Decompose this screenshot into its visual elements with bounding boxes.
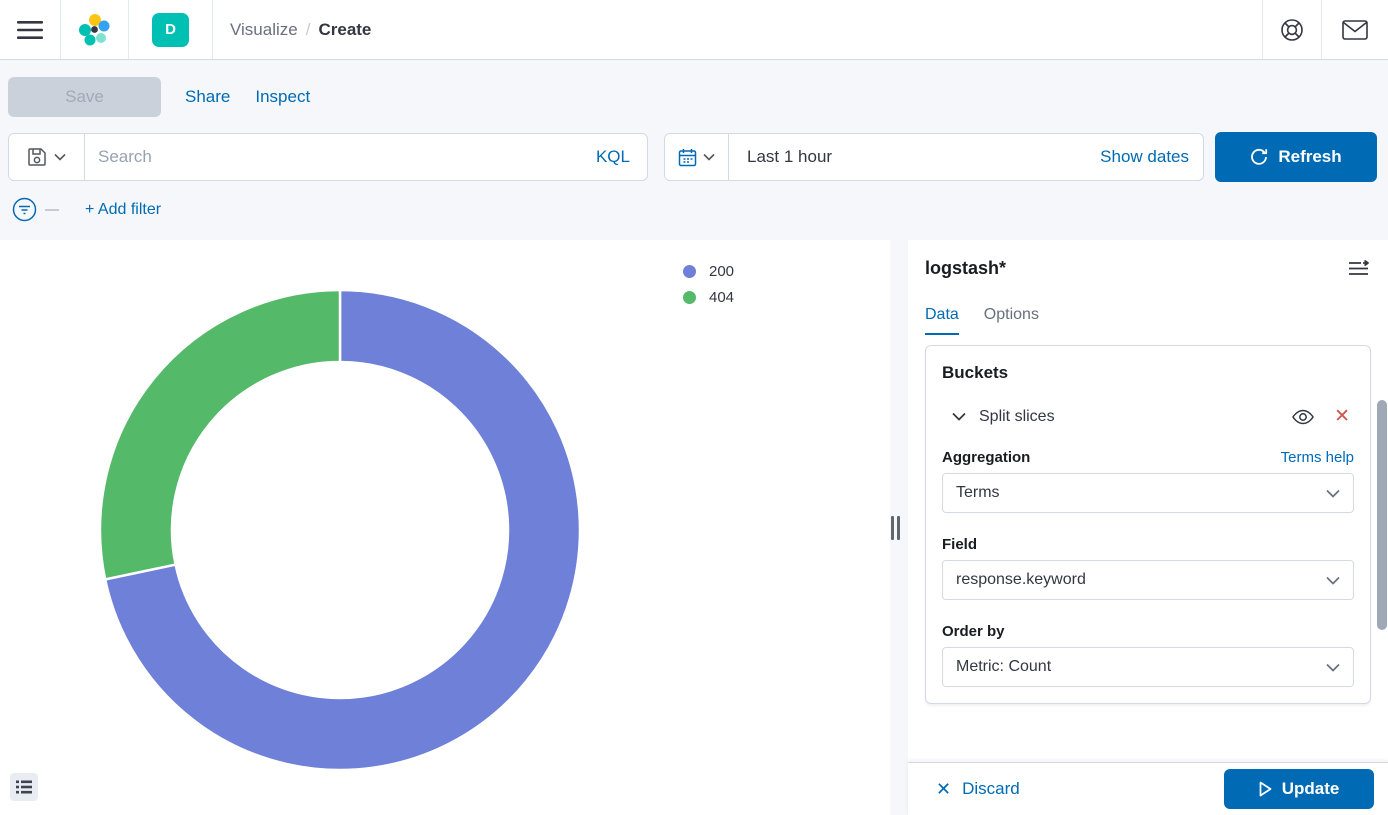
field-value: response.keyword [956,571,1086,588]
legend-item-200[interactable]: 200 [683,263,734,280]
time-range-value[interactable]: Last 1 hour [747,147,833,166]
help-button[interactable] [1263,0,1321,59]
update-button[interactable]: Update [1224,769,1374,809]
order-by-select[interactable]: Metric: Count [942,647,1354,687]
tab-data[interactable]: Data [925,306,959,335]
chevron-down-icon [54,153,66,161]
buckets-title: Buckets [942,363,1009,382]
legend-toggle-button[interactable] [10,773,38,801]
legend-label-404: 404 [709,289,735,306]
query-language-button[interactable]: KQL [595,147,630,166]
remove-bucket-button[interactable]: ✕ [1314,407,1354,426]
panel-resize-handle[interactable] [891,516,903,540]
order-by-label: Order by [942,623,1005,640]
split-slices-label[interactable]: Split slices [979,407,1055,425]
chevron-down-icon [703,153,715,161]
chevron-down-icon [1326,576,1340,585]
split-slices-accordion: Split slices ✕ [942,407,1354,426]
space-avatar[interactable]: D [152,12,189,47]
search-input[interactable] [85,134,579,180]
share-link[interactable]: Share [185,87,231,106]
breadcrumb: Visualize / Create [230,20,371,40]
legend-label-200: 200 [709,263,735,280]
close-icon: ✕ [1334,406,1350,427]
header-divider [1321,0,1322,59]
toggle-visibility-button[interactable] [1292,409,1314,425]
main-content: 200 404 logstash* [0,233,1388,815]
aggregation-value: Terms [956,484,1000,501]
donut-slice-200[interactable] [103,288,582,772]
refresh-label: Refresh [1278,147,1342,166]
sidebar-tabs: Data Options [925,306,1371,335]
app-header: D Visualize / Create [0,0,1388,60]
update-label: Update [1281,779,1340,798]
filter-bar: + Add filter [12,197,161,222]
mail-icon [1342,19,1368,40]
sidebar-action-bar: ✕ Discard Update [908,762,1388,815]
header-divider [1262,0,1263,59]
legend-dot-404 [683,291,696,304]
legend-dot-200 [683,265,696,278]
discard-button[interactable]: ✕ Discard [936,779,1020,799]
terms-help-link[interactable]: Terms help [1280,449,1354,466]
chevron-down-icon [1326,489,1340,498]
refresh-icon [1250,148,1268,166]
save-button[interactable]: Save [8,77,161,117]
header-divider [60,0,61,59]
aggregation-label: Aggregation [942,449,1031,466]
filter-dash [45,208,59,211]
discard-label: Discard [962,779,1020,798]
chevron-down-icon [1326,663,1340,672]
filter-icon[interactable] [12,197,37,222]
quick-select-menu-button[interactable] [665,134,729,180]
donut-slice-404[interactable] [98,288,342,581]
chart-legend: 200 404 [683,263,734,306]
saved-query-menu-button[interactable] [9,134,85,180]
show-dates-link[interactable]: Show dates [1100,147,1189,166]
editor-sidebar: logstash* Data Options Buckets Spli [908,240,1388,815]
newsfeed-button[interactable] [1322,0,1388,59]
aggregation-select[interactable]: Terms [942,473,1354,513]
breadcrumb-create: Create [318,19,372,39]
chevron-down-icon[interactable] [952,412,966,421]
refresh-button[interactable]: Refresh [1215,132,1377,182]
visualization-canvas: 200 404 [0,240,890,815]
breadcrumb-separator: / [305,19,311,39]
visualize-toolbar: Save Share Inspect [8,77,310,117]
hamburger-icon [17,20,43,40]
list-icon [16,780,32,794]
header-divider [128,0,129,59]
play-icon [1259,781,1272,797]
legend-item-404[interactable]: 404 [683,289,734,306]
sidebar-scrollbar[interactable] [1377,400,1387,630]
calendar-icon [678,148,697,167]
order-by-value: Metric: Count [956,658,1052,675]
menu-button[interactable] [0,0,60,59]
breadcrumb-visualize[interactable]: Visualize [230,19,298,39]
buckets-panel: Buckets Split slices ✕ [925,345,1371,704]
index-pattern-title: logstash* [925,258,1007,278]
tab-options[interactable]: Options [983,306,1039,323]
save-query-floppy-icon [27,147,47,167]
eye-icon [1292,409,1314,425]
collapse-sidebar-button[interactable] [1347,258,1371,278]
close-icon: ✕ [936,779,952,799]
date-picker: Last 1 hour Show dates [664,133,1204,181]
add-filter-link[interactable]: + Add filter [85,200,162,218]
donut-chart [98,288,582,772]
search-bar: KQL [8,133,648,181]
query-bar: KQL Last 1 hour Show dates Refresh [0,132,1388,183]
field-label: Field [942,536,978,553]
header-divider [212,0,213,59]
field-select[interactable]: response.keyword [942,560,1354,600]
help-life-ring-icon [1279,17,1305,43]
elastic-logo[interactable] [61,13,128,47]
inspect-link[interactable]: Inspect [255,87,311,106]
menu-right-icon [1349,260,1369,276]
